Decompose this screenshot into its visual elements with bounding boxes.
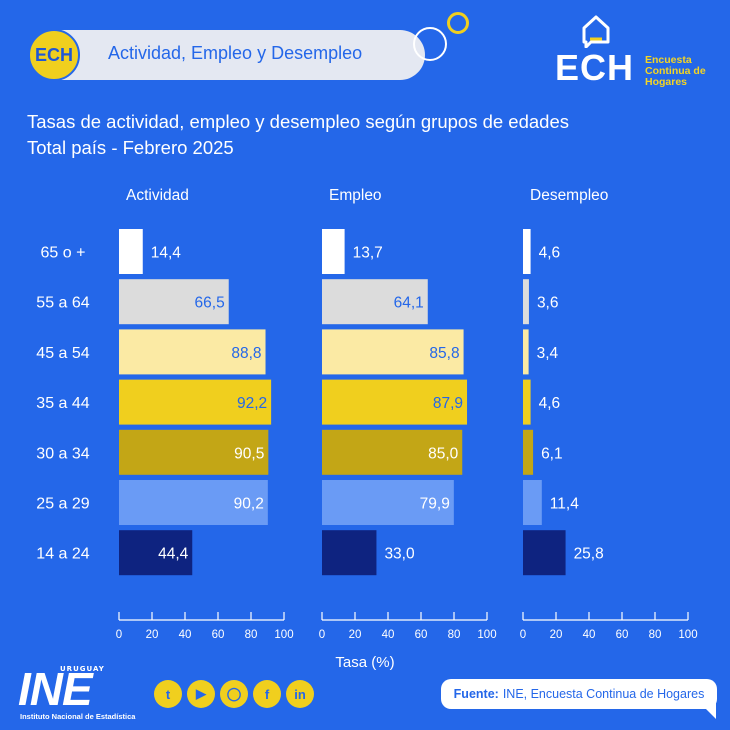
youtube-icon[interactable]: ▶ [187,680,215,708]
bar-actividad-14-a-24 [119,530,193,576]
data-label-actividad-45-a-54: 88,8 [231,345,261,362]
x-tick-label-empleo: 100 [477,629,496,641]
data-label-desempleo-35-a-44: 4,6 [539,395,561,412]
badge-title: Actividad, Empleo y Desempleo [108,43,363,63]
decor-ring-yellow [447,12,469,34]
ech-logo-sub-line: Continua de [645,65,706,77]
bar-actividad-45-a-54 [119,329,266,375]
bar-desempleo-35-a-44 [523,379,531,425]
bar-empleo-14-a-24 [322,530,377,576]
twitter-icon[interactable]: t [154,680,182,708]
house-icon [582,15,610,48]
x-tick-label-desempleo: 100 [678,629,697,641]
ech-logo-wordmark: ECH [555,47,635,88]
data-label-empleo-35-a-44: 87,9 [433,395,463,412]
ine-logo: INE [18,663,93,715]
header-badge [30,30,425,80]
category-label-65-o: 65 o + [41,245,86,262]
x-tick-label-actividad: 40 [179,629,192,641]
bar-desempleo-14-a-24 [523,530,566,576]
linkedin-icon[interactable]: in [286,680,314,708]
data-label-empleo-14-a-24: 33,0 [384,546,415,563]
bar-empleo-25-a-29 [322,480,454,525]
x-tick-label-empleo: 40 [382,629,395,641]
data-label-actividad-30-a-34: 90,5 [234,445,264,462]
decor-ring-white [413,27,447,61]
x-tick-label-actividad: 20 [146,629,159,641]
data-label-empleo-55-a-64: 64,1 [394,295,424,312]
bar-empleo-35-a-44 [322,379,468,425]
data-label-desempleo-55-a-64: 3,6 [537,295,559,312]
bar-empleo-55-a-64 [322,279,428,325]
source-box: Fuente: INE, Encuesta Continua de Hogare… [441,679,717,709]
bar-empleo-30-a-34 [322,429,463,475]
source-label: Fuente: [453,687,499,701]
data-label-actividad-55-a-64: 66,5 [195,295,225,312]
bar-actividad-35-a-44 [119,379,272,425]
x-tick-label-desempleo: 60 [616,629,629,641]
series-header-actividad: Actividad [126,187,189,204]
data-label-actividad-65-o: 14,4 [151,245,182,262]
x-tick-label-empleo: 0 [319,629,325,641]
ech-logo-sub-line: Hogares [645,76,688,88]
source-text: INE, Encuesta Continua de Hogares [502,687,705,701]
facebook-icon[interactable]: f [253,680,281,708]
data-label-actividad-35-a-44: 92,2 [237,395,267,412]
ine-logo-subtitle: Instituto Nacional de Estadística [20,712,136,721]
category-label-14-a-24: 14 a 24 [36,546,89,563]
series-header-empleo: Empleo [329,187,382,204]
category-label-25-a-29: 25 a 29 [36,496,89,513]
bar-desempleo-55-a-64 [523,279,529,325]
x-tick-label-empleo: 60 [415,629,428,641]
data-label-empleo-30-a-34: 85,0 [428,445,459,462]
data-label-actividad-14-a-24: 44,4 [158,546,189,563]
x-tick-label-desempleo: 40 [583,629,596,641]
bar-actividad-55-a-64 [119,279,229,325]
ech-logo-subtitle: Encuesta Continua de Hogares [645,55,706,88]
chart-title: Tasas de actividad, empleo y desempleo s… [27,111,569,132]
x-axis-title: Tasa (%) [335,654,394,671]
bar-desempleo-45-a-54 [523,329,529,375]
x-tick-label-desempleo: 0 [520,629,526,641]
series-header-desempleo: Desempleo [530,187,608,204]
data-label-desempleo-14-a-24: 25,8 [574,546,604,563]
data-label-desempleo-65-o: 4,6 [539,245,561,262]
bar-desempleo-65-o [523,229,531,274]
bar-actividad-65-o [119,229,143,274]
x-tick-label-actividad: 80 [245,629,258,641]
badge-ech-logo: ECH [28,29,80,81]
x-tick-label-empleo: 20 [349,629,362,641]
badge-ech-text: ECH [34,44,73,65]
instagram-icon[interactable]: ◯ [220,680,248,708]
x-tick-label-actividad: 100 [274,629,293,641]
data-label-empleo-65-o: 13,7 [353,245,383,262]
x-tick-label-desempleo: 80 [649,629,662,641]
category-label-30-a-34: 30 a 34 [36,445,89,462]
bar-desempleo-25-a-29 [523,480,542,525]
ine-uruguay-label: URUGUAY [60,665,105,673]
bar-actividad-30-a-34 [119,429,269,475]
bar-empleo-65-o [322,229,345,274]
x-tick-label-empleo: 80 [448,629,461,641]
category-label-35-a-44: 35 a 44 [36,395,89,412]
data-label-empleo-25-a-29: 79,9 [420,496,450,513]
data-label-desempleo-30-a-34: 6,1 [541,445,563,462]
x-tick-label-actividad: 60 [212,629,225,641]
bar-chart: 65 o + 55 a 64 45 a 54 35 a 44 30 a 34 25 a 2… [36,187,697,671]
category-label-45-a-54: 45 a 54 [36,345,89,362]
ech-logo-sub-line: Encuesta [645,54,692,66]
data-label-desempleo-45-a-54: 3,4 [537,345,559,362]
x-tick-label-actividad: 0 [116,629,122,641]
data-label-desempleo-25-a-29: 11,4 [550,496,579,513]
bar-desempleo-30-a-34 [523,429,534,475]
x-tick-label-desempleo: 20 [550,629,563,641]
source-box-tail [700,703,716,719]
bar-empleo-45-a-54 [322,329,464,375]
category-label-55-a-64: 55 a 64 [36,295,89,312]
chart-subtitle: Total país - Febrero 2025 [27,137,234,158]
bar-actividad-25-a-29 [119,480,268,525]
data-label-empleo-45-a-54: 85,8 [429,345,459,362]
data-label-actividad-25-a-29: 90,2 [234,496,264,513]
